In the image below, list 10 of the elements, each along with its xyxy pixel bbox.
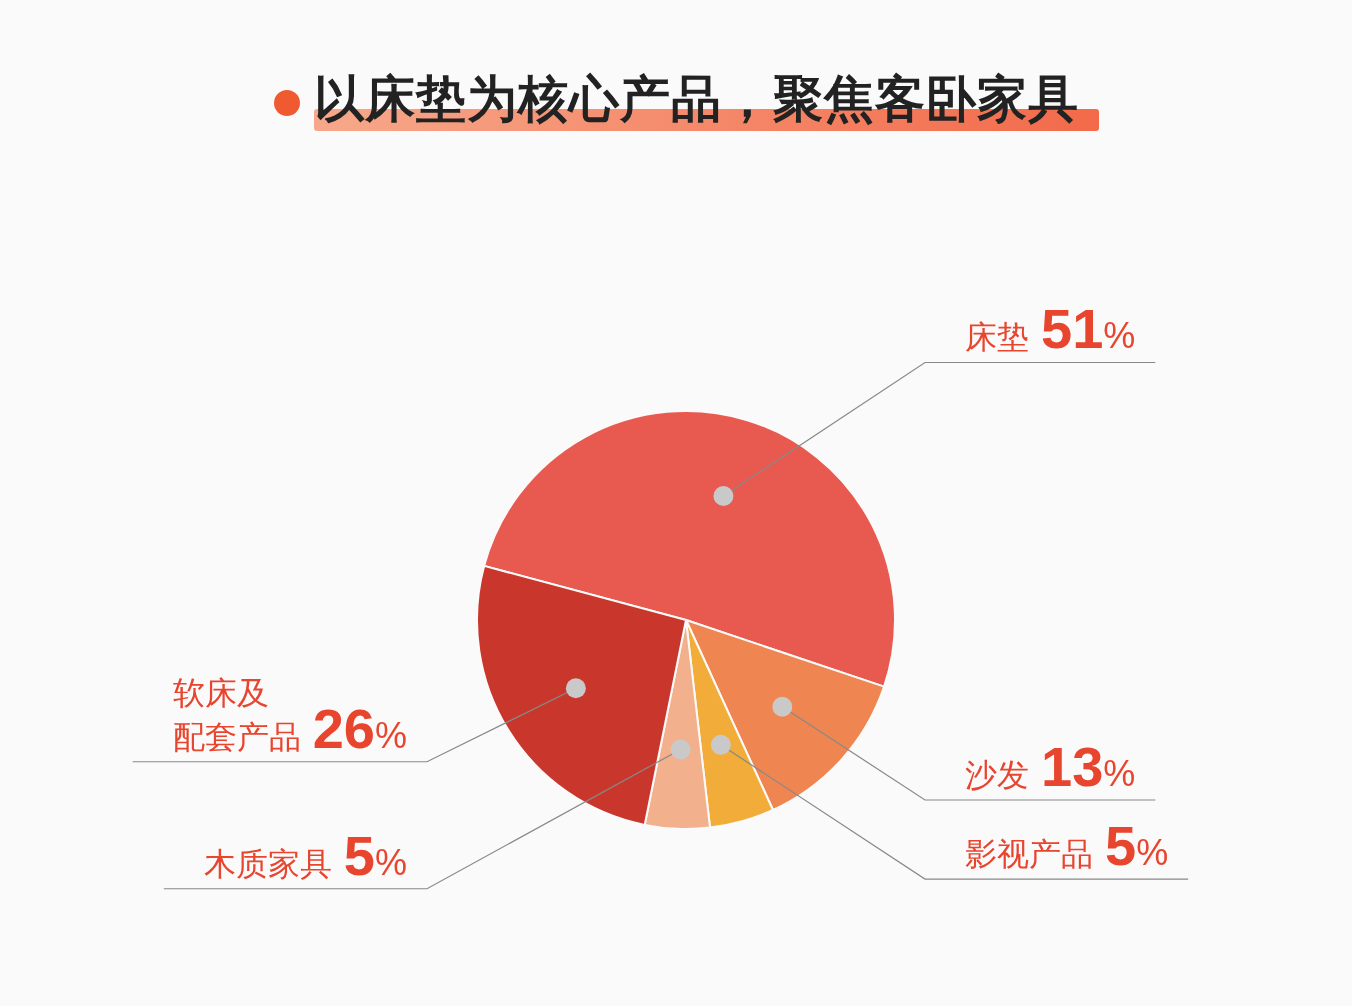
data-label: 51% [1041,297,1136,361]
data-label: 13% [1041,735,1136,798]
slice-label: 床垫 [965,318,1029,357]
data-label: 26% [312,696,408,760]
data-label: 5% [343,823,408,887]
data-label: 5% [1105,814,1169,878]
slice-label: 影视产品 [965,835,1093,874]
slice-label: 木质家具 [203,844,332,883]
slice-label: 沙发 [965,756,1029,794]
slice-label: 软床及配套产品 [172,673,301,756]
